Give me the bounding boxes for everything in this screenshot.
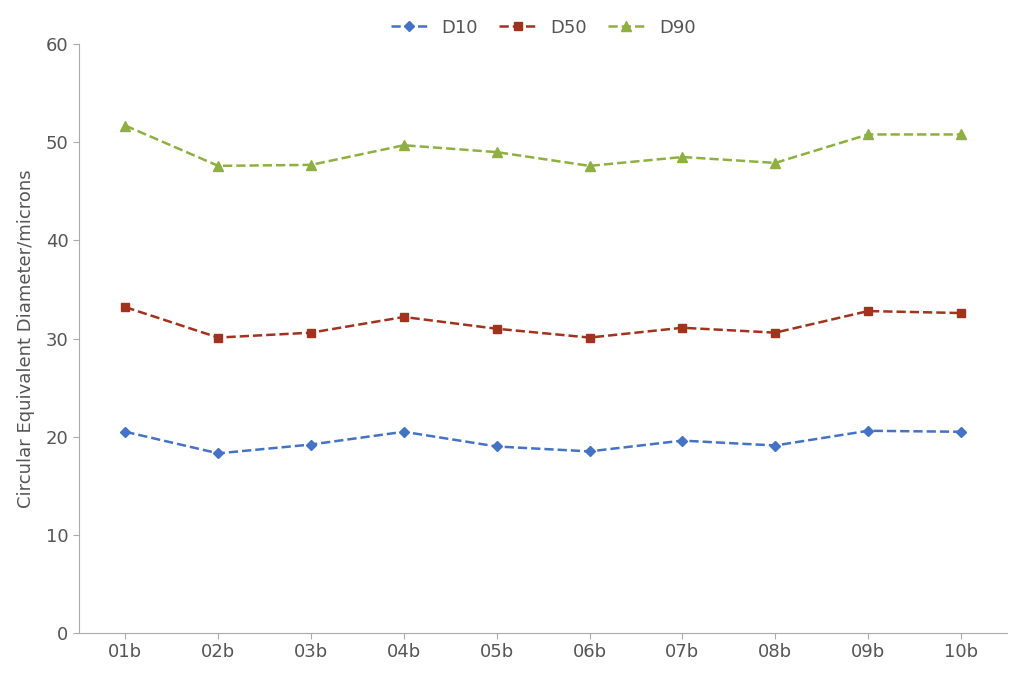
- Line: D10: D10: [122, 427, 965, 457]
- D10: [397, 428, 410, 436]
- D50: [954, 309, 967, 317]
- D10: [490, 443, 503, 451]
- D90: [676, 153, 688, 161]
- D50: [584, 334, 596, 342]
- Legend: D10, D50, D90: D10, D50, D90: [384, 12, 702, 45]
- D90: [212, 162, 224, 170]
- D90: [769, 159, 781, 167]
- D50: [862, 307, 874, 315]
- D50: [119, 303, 131, 311]
- Line: D50: D50: [122, 303, 965, 342]
- D10: [676, 437, 688, 445]
- D50: [676, 323, 688, 332]
- D10: [769, 441, 781, 450]
- Line: D90: D90: [121, 121, 966, 171]
- D10: [954, 428, 967, 436]
- D10: [862, 426, 874, 435]
- D50: [305, 329, 317, 337]
- D50: [769, 329, 781, 337]
- D90: [119, 121, 131, 129]
- D90: [305, 161, 317, 169]
- D90: [584, 162, 596, 170]
- D10: [584, 447, 596, 456]
- D50: [490, 325, 503, 333]
- D10: [212, 450, 224, 458]
- D90: [397, 141, 410, 149]
- D10: [305, 441, 317, 449]
- D50: [397, 313, 410, 321]
- D90: [954, 130, 967, 138]
- D90: [490, 148, 503, 156]
- D50: [212, 334, 224, 342]
- D10: [119, 428, 131, 436]
- Y-axis label: Circular Equivalent Diameter/microns: Circular Equivalent Diameter/microns: [16, 170, 35, 508]
- D90: [862, 130, 874, 138]
